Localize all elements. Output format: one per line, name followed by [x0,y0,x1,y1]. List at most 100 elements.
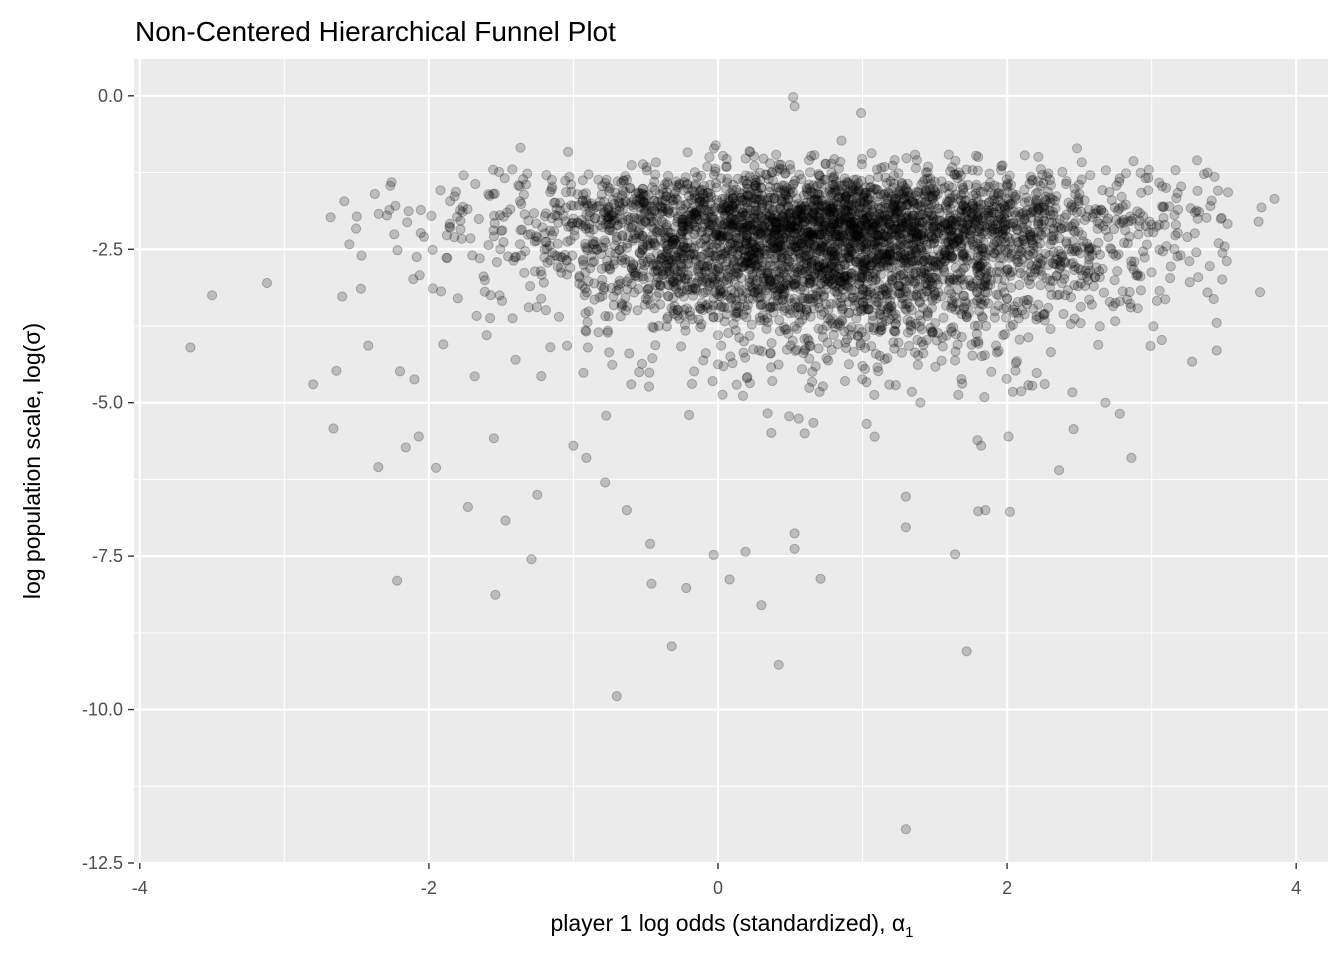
data-point [949,292,960,303]
data-point [450,186,461,197]
data-point [939,250,951,261]
data-point [1027,380,1038,391]
data-point [812,189,823,200]
data-point [1087,250,1098,261]
data-point [958,188,970,199]
data-point [596,248,607,260]
data-point [959,290,970,302]
data-point [878,215,889,226]
data-point [927,295,938,306]
data-point [603,224,614,236]
data-point [1110,250,1122,261]
data-point [784,227,796,238]
data-point [667,239,678,250]
data-point [574,272,585,283]
data-point [783,210,794,221]
data-point [781,221,792,232]
data-point [392,245,403,256]
data-point [829,246,841,257]
data-point [485,290,496,301]
data-point [942,205,953,216]
data-point [761,291,772,302]
data-point [817,201,828,212]
data-point [1128,156,1139,167]
data-point [652,196,663,207]
data-point [1202,167,1213,178]
data-point [845,218,856,230]
data-point [938,230,949,241]
data-point [989,248,1000,259]
data-point [662,231,673,242]
data-point [593,327,604,338]
data-point [919,267,930,278]
data-point [627,235,639,246]
data-point [987,195,998,206]
data-point [907,221,918,232]
data-point [637,244,648,255]
data-point [1010,194,1022,205]
data-point [1065,202,1077,213]
data-point [663,291,674,302]
data-point [953,389,964,400]
data-point [1030,264,1041,275]
data-point [764,238,776,249]
data-point [641,217,652,228]
data-point [691,207,703,218]
data-point [655,201,666,212]
data-point [431,462,442,473]
data-point [1119,237,1130,248]
data-point [820,240,832,251]
data-point [207,290,218,301]
data-point [809,150,820,161]
x-axis-title-text: player 1 log odds (standardized), [550,910,891,936]
data-point [960,195,971,206]
data-point [658,217,669,228]
data-point [1071,143,1083,154]
data-point [955,267,966,278]
data-point [676,341,687,352]
data-point [682,183,694,194]
data-point [890,318,902,329]
data-point [864,235,875,246]
data-point [1051,191,1062,202]
data-point [1145,340,1156,352]
data-point [959,249,970,260]
data-point [673,211,684,222]
data-point [1033,299,1044,310]
data-point [830,222,841,233]
data-point [1165,261,1176,272]
data-point [1045,323,1056,335]
data-point [839,326,850,337]
data-point [722,268,734,279]
data-point [612,176,623,187]
data-point [1009,301,1020,312]
data-point [662,179,673,190]
data-point [633,283,644,295]
data-point [884,219,895,230]
data-point [1117,286,1128,297]
data-point [602,325,613,336]
data-point [824,206,835,218]
data-point [731,308,742,319]
data-point [630,188,641,199]
data-point [973,338,984,349]
data-point [972,320,984,331]
y-tick-label: -7.5 [92,546,123,566]
data-point [793,301,804,312]
data-point [997,198,1008,209]
data-point [772,295,784,306]
data-point [613,284,624,295]
data-point [481,330,492,341]
data-point [474,253,485,264]
data-point [1211,317,1222,328]
data-point [928,189,939,200]
data-point [762,408,773,419]
data-point [1031,314,1042,325]
data-point [637,239,648,251]
data-point [869,239,880,250]
data-point [582,342,594,353]
data-point [886,204,897,215]
data-point [882,252,893,263]
data-point [751,259,763,270]
data-point [597,180,608,192]
